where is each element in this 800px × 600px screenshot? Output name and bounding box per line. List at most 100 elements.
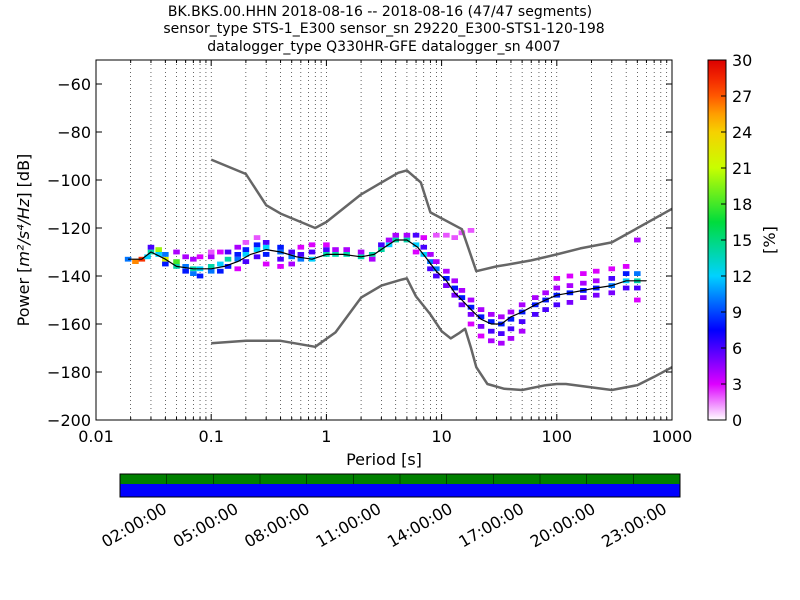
density-cell xyxy=(182,264,189,269)
density-cell xyxy=(207,268,215,274)
density-cell xyxy=(622,271,630,276)
density-cell xyxy=(467,312,475,317)
density-cell xyxy=(634,285,641,291)
density-cell xyxy=(458,288,466,293)
timeline-tick-label: 02:00:00 xyxy=(98,499,170,551)
mean-line xyxy=(128,239,647,325)
density-cell xyxy=(451,278,459,284)
timeline-bar xyxy=(119,473,681,498)
density-cell xyxy=(542,290,549,296)
density-cell xyxy=(207,254,215,260)
density-cell xyxy=(262,240,270,245)
density-cell xyxy=(420,235,428,240)
density-cell xyxy=(427,266,434,272)
y-axis-ticks: −60 −80 −100 −120 −140 −160 −180 −200 xyxy=(47,75,672,430)
colorbar-tick-label: 27 xyxy=(732,87,752,106)
density-cell xyxy=(357,249,365,255)
density-cell xyxy=(412,249,420,255)
density-cell xyxy=(634,271,641,276)
density-cell xyxy=(498,314,505,320)
y-tick-label: −60 xyxy=(57,75,91,94)
density-cell xyxy=(566,300,574,305)
density-cell xyxy=(592,278,600,284)
density-cell xyxy=(531,295,539,300)
y-tick-label: −200 xyxy=(47,411,91,430)
density-cell xyxy=(217,268,224,274)
density-cell xyxy=(477,333,485,339)
colorbar-tick-label: 15 xyxy=(732,231,752,250)
x-tick-label: 0.1 xyxy=(198,427,223,446)
density-cell xyxy=(368,256,376,262)
density-cell xyxy=(155,247,162,252)
density-cell xyxy=(385,237,393,243)
density-cell xyxy=(253,242,261,248)
density-cell xyxy=(173,259,180,264)
density-cell xyxy=(477,314,485,320)
density-cell xyxy=(420,244,428,250)
density-cell xyxy=(253,235,261,240)
density-cell xyxy=(488,312,495,317)
density-cell xyxy=(253,254,261,260)
y-tick-label: −180 xyxy=(47,363,91,382)
x-tick-label: 1000 xyxy=(652,427,693,446)
density-cell xyxy=(433,266,440,272)
density-cell xyxy=(507,336,515,341)
y-axis-label-prefix: Power [ xyxy=(14,267,33,327)
density-cell xyxy=(553,285,561,291)
timeline-tick-label: 23:00:00 xyxy=(598,499,670,551)
colorbar-tick-label: 3 xyxy=(732,375,742,394)
density-cell xyxy=(412,242,420,248)
timeline-tick-label: 17:00:00 xyxy=(455,499,527,551)
density-cell xyxy=(592,292,600,298)
noise-model-line xyxy=(210,158,673,273)
density-cell xyxy=(242,259,250,264)
density-cell xyxy=(242,247,250,252)
density-cell xyxy=(262,244,270,250)
y-axis-label-units: m²/s⁴/Hz xyxy=(14,198,33,267)
density-cell xyxy=(277,256,284,262)
density-cell xyxy=(234,244,242,250)
density-cell xyxy=(467,321,475,327)
density-cell xyxy=(277,264,284,269)
x-tick-label: 10 xyxy=(431,427,451,446)
density-cell xyxy=(288,249,295,255)
density-cell xyxy=(262,252,270,257)
y-axis-label-suffix: ] [dB] xyxy=(14,154,33,199)
colorbar-label: [%] xyxy=(760,226,779,254)
density-cell xyxy=(378,242,385,248)
density-cell xyxy=(477,307,485,312)
chart-title: BK.BKS.00.HHN 2018-08-16 -- 2018-08-16 (… xyxy=(163,4,604,55)
density-cell xyxy=(224,256,232,262)
density-cell xyxy=(234,252,242,257)
density-cell xyxy=(580,280,587,286)
density-cell xyxy=(253,247,261,252)
density-cell xyxy=(433,232,440,238)
density-cell xyxy=(207,264,215,269)
y-tick-label: −140 xyxy=(47,267,91,286)
y-tick-label: −100 xyxy=(47,171,91,190)
density-cell xyxy=(518,328,526,334)
timeline-tick-label: 08:00:00 xyxy=(241,499,313,551)
x-tick-label: 0.01 xyxy=(78,427,114,446)
density-cell xyxy=(323,242,330,248)
density-cell xyxy=(467,228,475,233)
density-cell xyxy=(451,235,459,240)
timeline-tick-label: 05:00:00 xyxy=(170,499,242,551)
colorbar-tick-label: 21 xyxy=(732,159,752,178)
plot-area xyxy=(96,60,672,420)
density-cell xyxy=(196,273,204,279)
noise-model-line xyxy=(211,277,673,392)
density-cell xyxy=(412,232,420,238)
density-cell xyxy=(467,297,475,303)
density-cell xyxy=(427,259,434,264)
density-cell xyxy=(297,244,305,250)
x-tick-label: 100 xyxy=(542,427,573,446)
density-cell xyxy=(207,249,215,255)
density-cell xyxy=(542,307,549,312)
density-cell xyxy=(608,290,616,296)
density-cell xyxy=(566,273,574,279)
density-cell xyxy=(217,261,224,267)
density-cell xyxy=(144,254,151,260)
density-cell xyxy=(592,268,600,274)
